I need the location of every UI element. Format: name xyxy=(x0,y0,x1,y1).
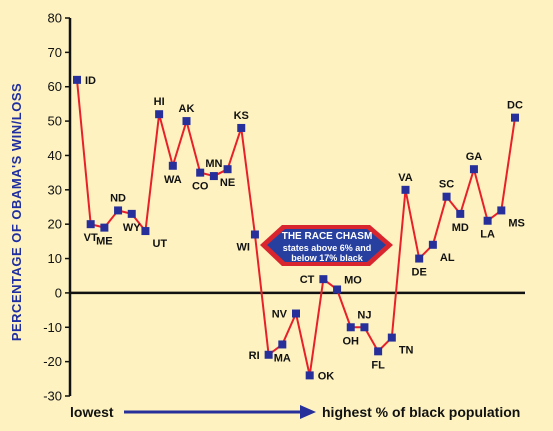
series-markers xyxy=(73,75,519,380)
y-tick-label: 0 xyxy=(55,285,62,300)
state-label-al: AL xyxy=(440,252,455,264)
state-label-co: CO xyxy=(192,181,209,193)
marker-ga xyxy=(469,165,478,174)
state-label-ne: NE xyxy=(220,177,235,189)
state-label-nd: ND xyxy=(110,192,126,204)
x-axis-label-left: lowest xyxy=(70,404,114,420)
y-tick-label: 10 xyxy=(48,251,62,266)
marker-va xyxy=(401,185,410,194)
marker-id xyxy=(73,75,81,84)
state-label-hi: HI xyxy=(154,96,165,108)
state-label-ks: KS xyxy=(234,110,249,122)
marker-mn xyxy=(209,172,218,181)
state-label-dc: DC xyxy=(507,100,523,112)
marker-ak xyxy=(182,117,191,126)
marker-nv xyxy=(292,309,300,318)
race-chasm-callout: THE RACE CHASM states above 6% and below… xyxy=(260,225,393,266)
state-label-wa: WA xyxy=(164,174,182,186)
y-tick-label: 50 xyxy=(48,114,62,129)
state-label-ms: MS xyxy=(508,217,525,229)
state-label-ri: RI xyxy=(249,350,260,362)
marker-sc xyxy=(442,192,451,201)
x-axis-label-right: highest % of black population xyxy=(322,404,520,420)
marker-mo xyxy=(333,285,342,294)
marker-oh xyxy=(346,323,355,332)
marker-ne xyxy=(223,165,232,174)
marker-ks xyxy=(237,123,246,132)
state-label-mn: MN xyxy=(205,158,222,170)
callout-title: THE RACE CHASM xyxy=(282,231,373,242)
state-label-la: LA xyxy=(480,229,495,241)
state-label-wi: WI xyxy=(236,241,249,253)
marker-ms xyxy=(497,206,506,215)
state-label-ut: UT xyxy=(152,238,167,250)
y-axis-label: PERCENTAGE OF OBAMA'S WIN/LOSS xyxy=(9,83,24,341)
marker-ri xyxy=(264,350,273,359)
marker-ok xyxy=(305,371,314,380)
axes: 80 70 60 50 40 30 20 10 0 -10 -20 -30 xyxy=(43,11,525,404)
state-label-wy: WY xyxy=(123,222,141,234)
x-axis-arrow xyxy=(124,405,316,419)
marker-ma xyxy=(278,340,287,349)
state-label-me: ME xyxy=(96,236,113,248)
state-label-de: DE xyxy=(412,267,427,279)
marker-al xyxy=(428,240,437,249)
y-tick-label: 20 xyxy=(48,217,62,232)
state-label-mo: MO xyxy=(344,274,362,286)
y-tick-label: 40 xyxy=(48,148,62,163)
y-tick-label: 60 xyxy=(48,79,62,94)
state-label-md: MD xyxy=(452,222,469,234)
marker-de xyxy=(415,254,424,263)
marker-hi xyxy=(155,110,164,119)
y-tick-label: -30 xyxy=(43,389,62,404)
marker-co xyxy=(196,168,205,177)
marker-md xyxy=(456,209,465,218)
state-label-ct: CT xyxy=(300,274,315,286)
marker-wa xyxy=(168,161,177,170)
callout-inner-shape xyxy=(267,229,386,262)
state-label-tn: TN xyxy=(399,345,414,357)
y-tick-label: -20 xyxy=(43,354,62,369)
marker-me xyxy=(100,223,109,232)
marker-ct xyxy=(319,275,328,284)
marker-tn xyxy=(387,333,396,342)
state-label-ak: AK xyxy=(179,103,195,115)
marker-nd xyxy=(114,206,123,215)
marker-ut xyxy=(141,227,150,236)
y-tick-label: 80 xyxy=(48,11,62,26)
state-label-id: ID xyxy=(85,75,96,87)
state-label-oh: OH xyxy=(343,335,360,347)
marker-la xyxy=(483,216,492,225)
marker-wy xyxy=(127,209,136,218)
state-label-sc: SC xyxy=(439,179,454,191)
state-label-nv: NV xyxy=(272,309,288,321)
callout-line1: states above 6% and xyxy=(283,243,372,253)
marker-nj xyxy=(360,323,369,332)
marker-dc xyxy=(511,113,519,122)
state-label-ma: MA xyxy=(274,352,291,364)
state-label-fl: FL xyxy=(371,359,385,371)
marker-fl xyxy=(374,347,383,356)
marker-wi xyxy=(250,230,259,239)
y-tick-label: 70 xyxy=(48,45,62,60)
callout-line2: below 17% black xyxy=(291,253,364,263)
marker-vt xyxy=(86,220,95,229)
state-label-vt: VT xyxy=(84,232,98,244)
y-tick-label: 30 xyxy=(48,182,62,197)
y-tick-label: -10 xyxy=(43,320,62,335)
state-label-ga: GA xyxy=(466,151,483,163)
state-label-nj: NJ xyxy=(357,309,371,321)
state-label-ok: OK xyxy=(318,370,335,382)
state-label-va: VA xyxy=(398,172,413,184)
